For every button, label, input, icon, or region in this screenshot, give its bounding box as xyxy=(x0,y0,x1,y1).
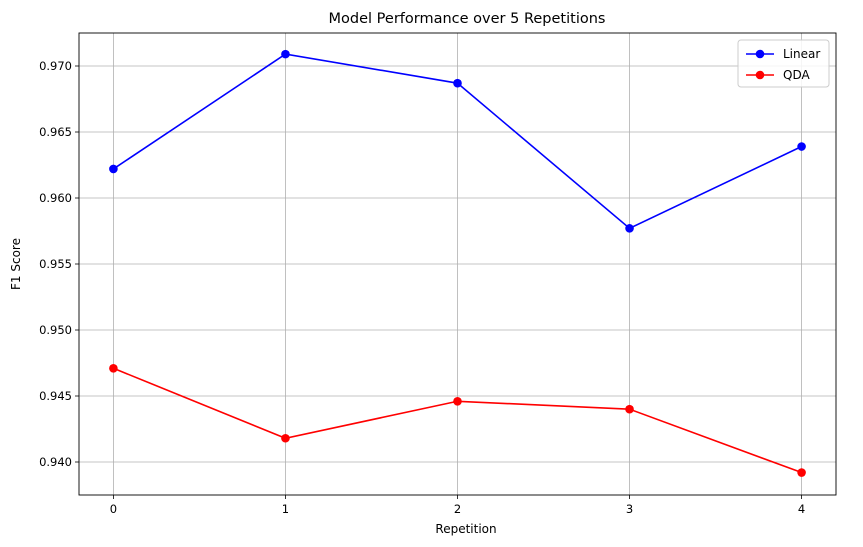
legend: Linear QDA xyxy=(737,39,830,88)
data-point-linear xyxy=(453,78,462,88)
y-tick-label: 0.945 xyxy=(39,389,72,403)
y-axis-label: F1 Score xyxy=(9,238,23,290)
y-tick-label: 0.940 xyxy=(39,455,72,469)
x-tick-label: 1 xyxy=(282,502,289,516)
y-tick-label: 0.955 xyxy=(39,257,72,271)
data-point-linear xyxy=(109,164,118,174)
data-point-linear xyxy=(625,224,634,233)
series-layer xyxy=(109,49,806,477)
y-tick-label: 0.950 xyxy=(39,323,72,337)
grid xyxy=(79,33,836,495)
series-qda xyxy=(109,363,806,477)
data-point-linear xyxy=(797,142,806,151)
series-linear xyxy=(109,49,806,233)
data-point-qda xyxy=(453,396,462,406)
data-point-qda xyxy=(281,433,290,443)
legend-label-qda: QDA xyxy=(783,68,810,82)
x-tick-label: 2 xyxy=(454,502,461,516)
y-tick-label: 0.960 xyxy=(39,191,72,205)
legend-label-linear: Linear xyxy=(783,47,820,61)
x-tick-label: 3 xyxy=(626,502,633,516)
data-point-qda xyxy=(797,468,806,477)
y-tick-label: 0.965 xyxy=(39,125,72,139)
x-tick-label: 0 xyxy=(110,502,117,516)
x-axis: 0 1 2 3 4 xyxy=(110,495,805,516)
x-axis-label: Repetition xyxy=(435,522,496,536)
x-tick-label: 4 xyxy=(798,502,805,516)
y-tick-label: 0.970 xyxy=(39,59,72,73)
y-axis: 0.940 0.945 0.950 0.955 0.960 0.965 0.970 xyxy=(39,59,79,469)
data-point-qda xyxy=(625,404,634,414)
legend-marker-qda xyxy=(755,70,765,80)
data-point-qda xyxy=(109,363,118,373)
legend-marker-linear xyxy=(755,49,765,59)
data-point-linear xyxy=(281,49,290,59)
chart-title: Model Performance over 5 Repetitions xyxy=(329,11,606,27)
